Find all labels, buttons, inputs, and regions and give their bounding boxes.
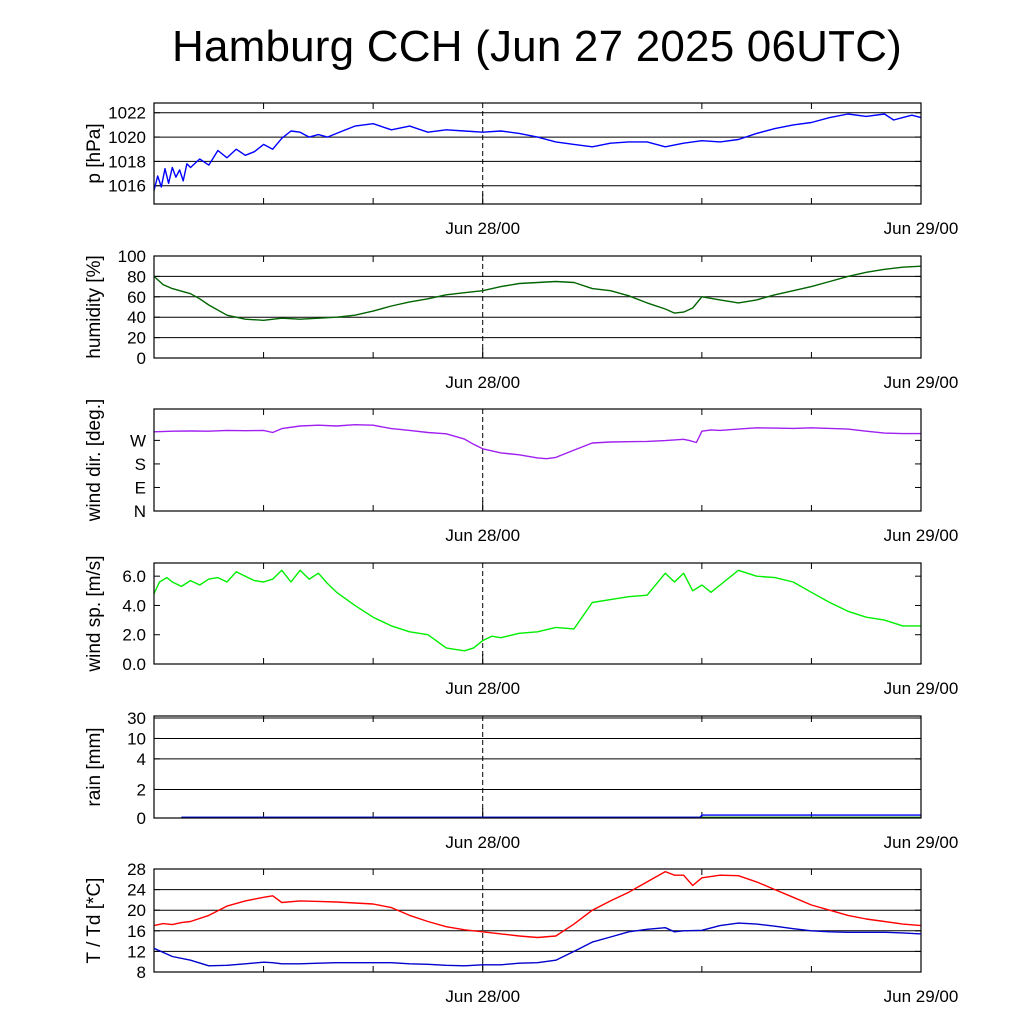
y-tick-label: 80 (127, 267, 146, 286)
x-tick-label: Jun 28/00 (445, 987, 520, 1006)
y-axis-label: wind dir. [deg.] (84, 399, 105, 523)
series-line-0 (153, 922, 922, 967)
panel-6 (153, 922, 922, 967)
x-tick-label: Jun 28/00 (445, 219, 520, 238)
x-tick-label: Jun 28/00 (445, 373, 520, 392)
y-tick-label: 2.0 (122, 626, 146, 645)
x-tick-label: Jun 29/00 (884, 373, 959, 392)
panel-frame (153, 562, 922, 665)
y-tick-label: 20 (127, 329, 146, 348)
y-axis-label: humidity [%] (84, 255, 105, 358)
panel-3: 0.0 2.0 4.0 6.0 Jun 28/00 Jun 29/00 wind sp. [… (84, 555, 958, 698)
y-tick-label: 6.0 (122, 567, 146, 586)
y-tick-label: 1020 (108, 128, 146, 147)
y-tick-label: 1022 (108, 104, 146, 123)
y-axis-label: wind sp. [m/s] (84, 555, 105, 672)
x-tick-label: Jun 29/00 (884, 526, 959, 545)
panel-frame (153, 408, 922, 512)
x-tick-label: Jun 29/00 (884, 219, 959, 238)
chart-title: Hamburg CCH (Jun 27 2025 06UTC) (171, 22, 903, 71)
x-tick-label: Jun 29/00 (884, 679, 959, 698)
panel-frame (153, 868, 922, 973)
y-tick-label: 28 (127, 860, 146, 879)
series-line-0 (153, 113, 922, 191)
y-tick-label: 4.0 (122, 596, 146, 615)
y-tick-label: 0.0 (122, 655, 146, 674)
y-tick-label: 8 (137, 963, 146, 982)
panel-frame (153, 715, 922, 819)
panel-0: 1016 1018 1020 1022 Jun 28/00 Jun 29/00 p [hPa… (84, 102, 959, 238)
y-tick-label: 2 (137, 780, 146, 799)
y-tick-label: 60 (127, 288, 146, 307)
y-tick-label: 16 (127, 922, 146, 941)
y-tick-label: E (135, 478, 146, 497)
x-tick-label: Jun 28/00 (445, 679, 520, 698)
x-tick-label: Jun 28/00 (445, 833, 520, 852)
series-line-1 (181, 814, 921, 818)
y-tick-label: 24 (127, 881, 146, 900)
y-tick-label: 1018 (108, 152, 146, 171)
y-tick-label: 4 (137, 750, 146, 769)
x-tick-label: Jun 29/00 (884, 987, 959, 1006)
y-axis-label: T / Td [*C] (84, 878, 105, 964)
y-axis-label: p [hPa] (84, 123, 105, 183)
y-tick-label: 0 (137, 809, 146, 828)
series-line-0 (153, 870, 922, 939)
y-tick-label: 10 (127, 729, 146, 748)
panel-frame (153, 102, 922, 205)
series-line-0 (153, 424, 921, 460)
x-tick-label: Jun 29/00 (884, 833, 959, 852)
series-line-0 (153, 569, 921, 652)
y-tick-label: W (130, 431, 146, 450)
y-tick-label: N (134, 502, 146, 521)
panel-frame (153, 255, 922, 359)
y-tick-label: 1016 (108, 177, 146, 196)
series-line-0 (153, 265, 922, 321)
y-tick-label: 20 (127, 901, 146, 920)
x-tick-label: Jun 28/00 (445, 526, 520, 545)
y-axis-label: rain [mm] (84, 727, 105, 806)
y-tick-label: 30 (127, 709, 146, 728)
y-tick-label: 0 (137, 349, 146, 368)
y-tick-label: 12 (127, 942, 146, 961)
y-tick-label: 100 (118, 247, 146, 266)
y-tick-label: S (135, 455, 146, 474)
y-tick-label: 40 (127, 308, 146, 327)
